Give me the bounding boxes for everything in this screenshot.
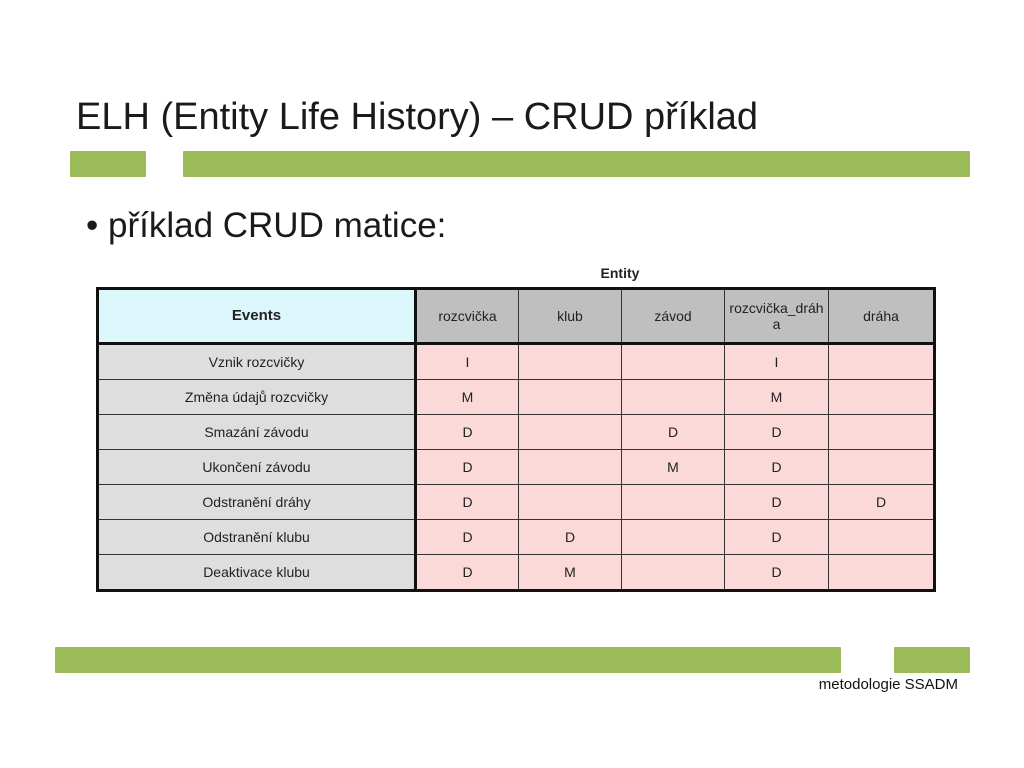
crud-cell: D (415, 519, 519, 555)
crud-cell (518, 449, 622, 485)
crud-cell: D (415, 414, 519, 450)
top-accent-bar-short (70, 151, 146, 177)
crud-cell (518, 379, 622, 415)
entity-header: rozcvička (415, 288, 519, 345)
crud-cell: D (415, 484, 519, 520)
entity-header: klub (518, 288, 622, 345)
table-row: Změna údajů rozcvičky M M (97, 379, 935, 415)
table-row: Deaktivace klubu D M D (97, 554, 935, 591)
crud-cell (518, 484, 622, 520)
entity-caption: Entity (600, 265, 640, 281)
crud-cell: D (724, 414, 829, 450)
bottom-accent-bar-long (55, 647, 841, 673)
crud-cell (828, 379, 935, 415)
crud-cell (621, 484, 725, 520)
entity-header: rozcvička_dráha (724, 288, 829, 345)
bullet-text: • příklad CRUD matice: (86, 206, 447, 245)
crud-cell (518, 343, 622, 380)
crud-cell: M (518, 554, 622, 591)
entity-header: dráha (828, 288, 935, 345)
crud-cell: I (724, 343, 829, 380)
crud-cell (518, 414, 622, 450)
event-label: Vznik rozcvičky (97, 343, 417, 380)
table-row: Smazání závodu D D D (97, 414, 935, 450)
table-row: Vznik rozcvičky I I (97, 343, 935, 380)
table-row: Odstranění dráhy D D D (97, 484, 935, 520)
crud-cell: D (724, 484, 829, 520)
slide-title: ELH (Entity Life History) – CRUD příklad (76, 96, 759, 138)
crud-cell (828, 554, 935, 591)
crud-cell (828, 449, 935, 485)
crud-cell: D (415, 449, 519, 485)
crud-cell: I (415, 343, 519, 380)
crud-cell (828, 519, 935, 555)
crud-cell: D (518, 519, 622, 555)
table-row: Odstranění klubu D D D (97, 519, 935, 555)
events-header: Events (97, 288, 417, 345)
crud-cell (828, 414, 935, 450)
crud-cell: D (415, 554, 519, 591)
crud-cell: D (621, 414, 725, 450)
event-label: Odstranění dráhy (97, 484, 417, 520)
footer-text: metodologie SSADM (818, 676, 958, 693)
crud-cell (621, 343, 725, 380)
table-header-row: Events rozcvička klub závod rozcvička_dr… (97, 288, 935, 345)
bottom-accent-bar-short (894, 647, 970, 673)
crud-cell (621, 519, 725, 555)
event-label: Deaktivace klubu (97, 554, 417, 591)
event-label: Změna údajů rozcvičky (97, 379, 417, 415)
event-label: Ukončení závodu (97, 449, 417, 485)
top-accent-bar-long (183, 151, 970, 177)
crud-cell: D (724, 449, 829, 485)
crud-cell (828, 343, 935, 380)
table-row: Ukončení závodu D M D (97, 449, 935, 485)
crud-cell: D (724, 519, 829, 555)
event-label: Odstranění klubu (97, 519, 417, 555)
crud-cell (621, 379, 725, 415)
crud-cell: M (415, 379, 519, 415)
entity-header: závod (621, 288, 725, 345)
crud-cell: D (828, 484, 935, 520)
crud-matrix-table: Events rozcvička klub závod rozcvička_dr… (96, 287, 936, 592)
crud-cell: M (724, 379, 829, 415)
crud-cell: M (621, 449, 725, 485)
crud-cell: D (724, 554, 829, 591)
crud-cell (621, 554, 725, 591)
event-label: Smazání závodu (97, 414, 417, 450)
